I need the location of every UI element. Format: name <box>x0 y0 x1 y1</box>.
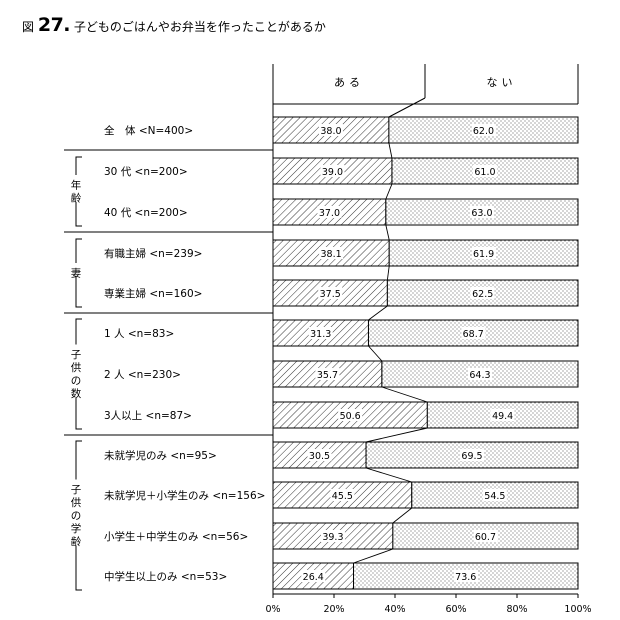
value-label-bg-nai-11 <box>453 570 478 582</box>
connector-line-1 <box>385 183 393 200</box>
figure-number: 27. <box>37 14 71 36</box>
x-tick-label-5: 100% <box>564 604 591 615</box>
value-label-aru-8: 30.5 <box>309 451 330 462</box>
value-label-bg-nai-1 <box>472 165 497 177</box>
connector-line-0 <box>388 142 393 159</box>
value-label-nai-5: 68.7 <box>463 329 484 340</box>
value-label-bg-nai-8 <box>460 449 485 461</box>
value-label-nai-10: 60.7 <box>475 532 496 543</box>
group-label-bg-1 <box>69 175 83 202</box>
chart-title: 図 27. 子どものごはんやお弁当を作ったことがあるか <box>22 14 326 36</box>
connector-line-5 <box>368 345 383 362</box>
x-tick-label-2: 40% <box>384 604 405 615</box>
x-tick-label-3: 60% <box>445 604 466 615</box>
group-label-2: 妻 <box>71 267 82 280</box>
connector-line-7 <box>365 427 428 443</box>
value-label-nai-4: 62.5 <box>472 289 493 300</box>
bars <box>272 116 579 590</box>
category-label-7: 3人以上 <n=87> <box>104 410 192 422</box>
x-tick-label-4: 80% <box>506 604 527 615</box>
value-label-bg-nai-5 <box>461 327 486 339</box>
figure-title-text: 子どものごはんやお弁当を作ったことがあるか <box>73 20 326 34</box>
value-label-nai-9: 54.5 <box>484 491 505 502</box>
value-label-bg-aru-7 <box>338 409 363 421</box>
value-label-aru-5: 31.3 <box>310 329 331 340</box>
value-label-nai-0: 62.0 <box>473 126 494 137</box>
value-label-bg-aru-2 <box>317 206 342 218</box>
value-label-bg-aru-11 <box>301 570 326 582</box>
category-label-4: 専業主婦 <n=160> <box>104 287 202 300</box>
value-label-nai-1: 61.0 <box>474 167 495 178</box>
value-label-bg-aru-1 <box>320 165 345 177</box>
category-label-11: 中学生以上のみ <n=53> <box>104 570 227 583</box>
value-label-bg-nai-3 <box>471 247 496 259</box>
category-label-6: 2 人 <n=230> <box>104 369 181 381</box>
value-label-bg-aru-0 <box>318 124 343 136</box>
value-label-aru-10: 39.3 <box>322 532 343 543</box>
value-label-bg-aru-6 <box>315 368 340 380</box>
connector-line-6 <box>381 386 428 403</box>
value-label-nai-11: 73.6 <box>455 572 476 583</box>
legend-label-nai: ない <box>487 76 517 89</box>
value-label-aru-0: 38.0 <box>320 126 341 137</box>
value-label-bg-aru-9 <box>330 489 355 501</box>
value-label-nai-6: 64.3 <box>469 370 490 381</box>
category-label-0: 全 体 <N=400> <box>104 124 193 137</box>
value-label-bg-nai-10 <box>473 530 498 542</box>
category-label-9: 未就学児＋小学生のみ <n=156> <box>104 489 265 502</box>
legend-label-aru: ある <box>334 76 364 89</box>
connector-line-8 <box>365 467 412 483</box>
group-label-3: 子供の数 <box>71 349 82 400</box>
group-label-bg-2 <box>69 263 83 277</box>
x-tick-label-1: 20% <box>323 604 344 615</box>
connector-line-3 <box>386 265 390 281</box>
value-label-bg-nai-0 <box>471 124 496 136</box>
value-label-bg-aru-5 <box>308 327 333 339</box>
value-label-bg-nai-7 <box>490 409 515 421</box>
value-label-aru-9: 45.5 <box>332 491 353 502</box>
category-label-3: 有職主婦 <n=239> <box>104 247 202 260</box>
x-tick-label-0: 0% <box>265 604 280 615</box>
value-label-nai-3: 61.9 <box>473 249 494 260</box>
group-label-1: 年齢 <box>71 179 82 205</box>
category-label-10: 小学生＋中学生のみ <n=56> <box>104 530 248 543</box>
value-label-aru-6: 35.7 <box>317 370 338 381</box>
value-label-bg-nai-2 <box>469 206 494 218</box>
category-label-5: 1 人 <n=83> <box>104 328 174 340</box>
group-label-4: 子供の学齢 <box>71 484 82 548</box>
legend-divider-connector <box>388 97 426 118</box>
group-label-bg-4 <box>69 479 83 546</box>
value-label-nai-7: 49.4 <box>492 411 513 422</box>
value-label-aru-7: 50.6 <box>340 411 361 422</box>
value-label-bg-nai-6 <box>467 368 492 380</box>
category-label-2: 40 代 <n=200> <box>104 207 188 219</box>
bar-nai-8 <box>365 441 579 469</box>
value-label-nai-8: 69.5 <box>461 451 482 462</box>
bar-nai-3 <box>388 239 579 267</box>
connector-line-2 <box>385 224 390 241</box>
figure-prefix: 図 <box>22 20 35 34</box>
value-label-aru-1: 39.0 <box>322 167 343 178</box>
connector-line-4 <box>368 305 388 321</box>
value-label-bg-aru-8 <box>307 449 332 461</box>
frame-lines <box>64 64 579 598</box>
connector-line-10 <box>353 548 394 564</box>
value-label-bg-aru-10 <box>320 530 345 542</box>
value-label-aru-4: 37.5 <box>320 289 341 300</box>
value-label-bg-aru-4 <box>318 287 343 299</box>
value-label-bg-nai-4 <box>470 287 495 299</box>
value-label-bg-aru-3 <box>319 247 344 259</box>
category-label-1: 30 代 <n=200> <box>104 166 188 178</box>
value-label-aru-11: 26.4 <box>303 572 324 583</box>
connector-line-9 <box>392 507 413 524</box>
value-label-nai-2: 63.0 <box>471 208 492 219</box>
value-label-aru-3: 38.1 <box>321 249 342 260</box>
group-label-bg-3 <box>69 344 83 398</box>
value-label-aru-2: 37.0 <box>319 208 340 219</box>
value-label-bg-nai-9 <box>482 489 507 501</box>
category-label-8: 未就学児のみ <n=95> <box>104 449 217 462</box>
